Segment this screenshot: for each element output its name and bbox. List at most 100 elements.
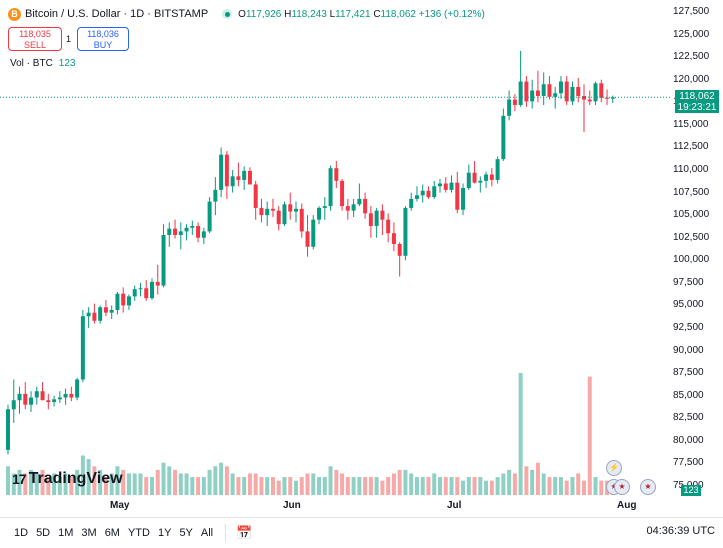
volume-bar <box>178 473 183 495</box>
candle-body <box>6 409 10 450</box>
volume-bar <box>132 473 137 495</box>
timeframe-5y[interactable]: 5Y <box>179 527 193 539</box>
candle-body <box>317 207 322 220</box>
lightning-icon[interactable]: ⚡ <box>606 460 622 476</box>
volume-bar <box>247 473 252 495</box>
calendar-icon[interactable]: 📅 <box>236 525 253 540</box>
volume-bar <box>593 477 598 495</box>
candle-body <box>524 81 529 102</box>
volume-layer <box>6 373 615 495</box>
candle-body <box>564 81 569 102</box>
candle-body <box>253 184 258 208</box>
buy-price: 118,036 <box>87 29 119 39</box>
candle-body <box>184 227 189 232</box>
candle-body <box>501 115 506 160</box>
volume-bar <box>167 466 172 495</box>
volume-bar <box>541 473 546 495</box>
volume-bar <box>478 477 483 495</box>
volume-bar <box>438 477 442 495</box>
candle-body <box>132 289 137 297</box>
volume-bar <box>311 473 316 495</box>
volume-bar <box>380 480 385 495</box>
timeframe-5d[interactable]: 5D <box>36 527 51 539</box>
volume-legend[interactable]: Vol · BTC 123 <box>10 58 75 69</box>
volume-bar <box>11 473 16 495</box>
volume-bar <box>374 477 379 495</box>
tradingview-logo[interactable]: 17 TradingView <box>12 470 123 488</box>
spread-value: 1 <box>66 34 72 44</box>
price-axis-label: 97,500 <box>673 276 704 288</box>
timeframe-all[interactable]: All <box>200 527 214 539</box>
candle-body <box>530 90 535 102</box>
candle-body <box>276 210 281 225</box>
timeframe-1d[interactable]: 1D <box>14 527 29 539</box>
candle-body <box>495 159 500 180</box>
candle-body <box>259 207 264 216</box>
candle-body <box>426 190 431 198</box>
candle-body <box>167 228 172 236</box>
candle-body <box>345 206 350 211</box>
volume-bar <box>299 477 304 495</box>
volume-bar <box>466 477 471 495</box>
market-status-icon[interactable] <box>222 9 233 19</box>
volume-tag: 123 <box>681 485 701 496</box>
price-axis-label: 77,500 <box>673 457 704 469</box>
volume-bar <box>340 473 345 495</box>
symbol-title[interactable]: Bitcoin / U.S. Dollar · 1D · BITSTAMP <box>25 8 209 20</box>
candle-body <box>155 281 160 286</box>
candles-layer <box>6 50 615 455</box>
candle-body <box>518 81 523 105</box>
price-axis-label: 125,000 <box>673 28 710 40</box>
price-axis-label: 115,000 <box>673 118 709 130</box>
candle-body <box>386 219 391 234</box>
last-price-tag: 118,062 19:23:21 <box>675 90 719 113</box>
utc-clock[interactable]: 04:36:39 UTC <box>646 525 715 537</box>
candle-body <box>121 293 126 306</box>
volume-bar <box>230 473 235 495</box>
candle-body <box>190 225 195 228</box>
time-label-aug: Aug <box>617 500 637 511</box>
volume-bar <box>432 473 437 495</box>
timeframe-ytd[interactable]: YTD <box>127 527 150 539</box>
candle-body <box>150 281 154 299</box>
symbol-header[interactable]: B Bitcoin / U.S. Dollar · 1D · BITSTAMP … <box>8 6 485 22</box>
volume-bar <box>63 473 68 495</box>
volume-bar <box>161 462 166 495</box>
volume-value: 123 <box>58 58 76 69</box>
sell-button[interactable]: 118,035 SELL <box>8 27 62 51</box>
us-flag-icon[interactable]: ★ <box>614 479 630 495</box>
candle-body <box>236 176 241 180</box>
candle-body <box>11 400 16 410</box>
volume-bar <box>219 462 224 495</box>
tradingview-icon: 17 <box>12 471 27 487</box>
timeframe-1y[interactable]: 1Y <box>157 527 172 539</box>
price-axis-label: 85,000 <box>673 389 704 401</box>
candle-body <box>438 183 442 187</box>
candle-body <box>103 307 108 313</box>
candle-body <box>489 174 494 180</box>
candle-body <box>299 208 304 232</box>
us-flag-icon[interactable]: ★ <box>640 479 656 495</box>
volume-bar <box>397 469 402 495</box>
candle-body <box>80 316 85 380</box>
volume-bar <box>484 480 489 495</box>
candle-body <box>512 99 517 105</box>
volume-bar <box>530 469 535 495</box>
timeframe-1m[interactable]: 1M <box>58 527 74 539</box>
candle-body <box>75 379 80 398</box>
volume-bar <box>305 473 310 495</box>
candle-body <box>294 208 298 212</box>
volume-bar <box>386 477 391 495</box>
volume-label: Vol · BTC <box>10 58 53 69</box>
buy-button[interactable]: 118,036 BUY <box>77 27 129 51</box>
price-axis-label: 87,500 <box>673 367 704 379</box>
candle-body <box>576 86 581 96</box>
volume-bar <box>253 473 258 495</box>
candle-body <box>46 400 51 403</box>
volume-bar <box>282 477 287 495</box>
timeframe-3m[interactable]: 3M <box>81 527 97 539</box>
timeframe-6m[interactable]: 6M <box>104 527 120 539</box>
price-chart[interactable] <box>0 0 670 495</box>
candle-body <box>311 219 316 247</box>
price-axis-label: 122,500 <box>673 51 710 63</box>
